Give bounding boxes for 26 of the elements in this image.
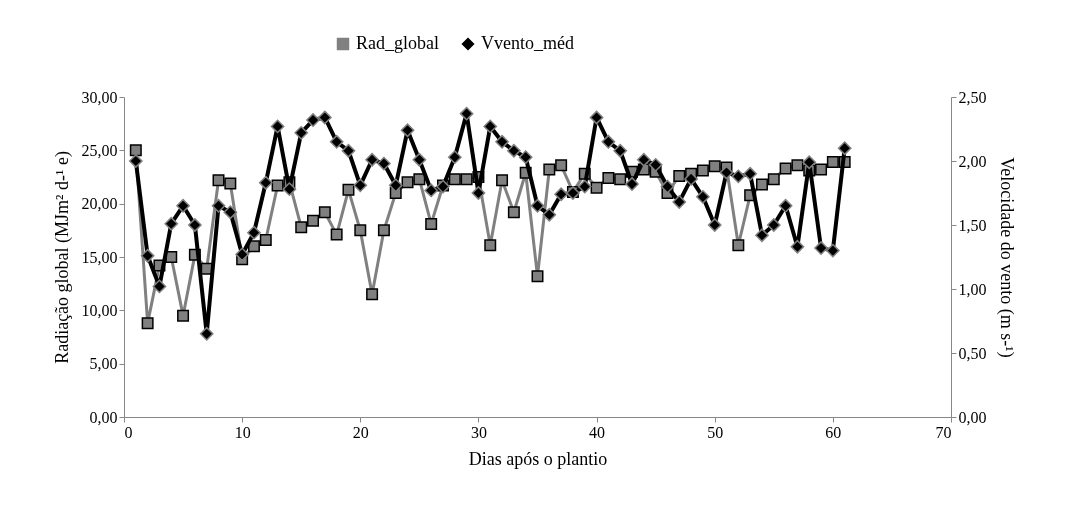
y2-tick-label: 1,00 xyxy=(958,280,987,298)
y-axis-title: Radiação global (MJm² d-¹ e) xyxy=(51,151,73,364)
y-tick-label: 20,00 xyxy=(81,195,118,213)
y2-tick-label: 0,00 xyxy=(958,408,987,426)
x-tick-label: 0 xyxy=(124,423,133,441)
y-tick-label: 25,00 xyxy=(81,141,118,159)
x-axis-title: Dias após o plantio xyxy=(468,448,608,469)
y-tick-label: 5,00 xyxy=(89,355,118,373)
y-tick-label: 15,00 xyxy=(81,248,118,266)
legend-label: Rad_global xyxy=(356,33,439,53)
x-tick-label: 20 xyxy=(352,423,369,441)
x-tick-label: 70 xyxy=(935,423,952,441)
x-tick-label: 60 xyxy=(825,423,842,441)
y2-axis-title: Velocidade do vento (m s-¹) xyxy=(995,157,1017,358)
x-tick-label: 50 xyxy=(707,423,724,441)
x-tick-label: 10 xyxy=(234,423,251,441)
x-tick-label: 30 xyxy=(470,423,487,441)
y-tick-label: 30,00 xyxy=(81,88,118,106)
y2-tick-label: 0,50 xyxy=(958,344,987,362)
y-tick-label: 10,00 xyxy=(81,301,118,319)
legend-label: Vvento_méd xyxy=(481,33,574,53)
y2-tick-label: 2,00 xyxy=(958,152,987,170)
x-tick-label: 40 xyxy=(589,423,606,441)
y2-tick-label: 2,50 xyxy=(958,88,987,106)
y-tick-label: 0,00 xyxy=(89,408,118,426)
y2-tick-label: 1,50 xyxy=(958,216,987,234)
